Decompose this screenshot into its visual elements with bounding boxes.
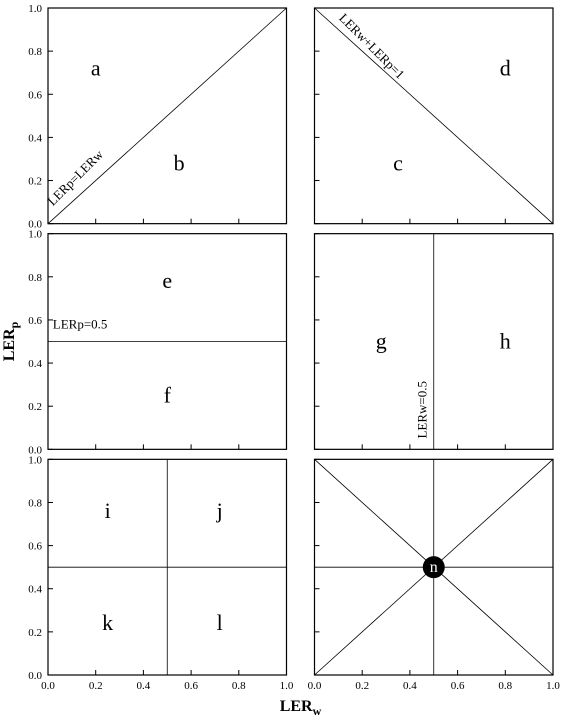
panel-C: 0.00.20.40.60.81.0LERp=0.5ef: [28, 229, 286, 457]
xtick-label: 0.8: [232, 680, 246, 692]
line-label: LERw+LERp=1: [336, 10, 408, 82]
line-label: LERw=0.5: [415, 381, 430, 439]
panel-E: 0.00.0 0.2 0.2 0.4 0.4 0.6 0.6 0.8 0.8 1.0 1.0 i j k l: [28, 454, 294, 692]
ytick-label: 0.2: [28, 627, 42, 639]
ytick-label: 0.6: [28, 315, 42, 327]
ytick-label: 0.2: [28, 176, 42, 188]
line-label: LERp=0.5: [53, 317, 108, 332]
ytick-label: 0.8: [28, 272, 42, 284]
xtick-label: 0.8: [498, 680, 512, 692]
ytick-label: 0.6: [28, 89, 42, 101]
region-label-k: k: [102, 610, 113, 635]
region-label-i: i: [105, 498, 111, 523]
ytick-label: 0.8: [28, 497, 42, 509]
panel-F: 0.0 0.2 0.4 0.6 0.8 1.0 n: [308, 459, 561, 692]
region-label-j: j: [216, 498, 223, 523]
xtick-label: 0.6: [451, 680, 465, 692]
xtick-label: 0.2: [355, 680, 369, 692]
region-label-c: c: [393, 150, 403, 175]
region-label-a: a: [91, 55, 101, 80]
center-marker-label: n: [430, 559, 438, 576]
ytick-label: 0.4: [28, 584, 42, 596]
y-axis-title: LERp: [1, 321, 21, 361]
region-label-f: f: [164, 382, 172, 407]
ytick-label: 0.4: [28, 132, 42, 144]
panel-line: [48, 8, 287, 224]
xtick-label: 1.0: [280, 680, 294, 692]
ytick-label: 0.4: [28, 358, 42, 370]
ytick-label: 1.0: [28, 454, 42, 466]
region-label-b: b: [174, 150, 185, 175]
region-label-g: g: [376, 329, 387, 354]
x-axis-title: LERw: [280, 698, 322, 718]
xtick-label: 1.0: [546, 680, 560, 692]
panel-line: [315, 8, 554, 224]
region-label-h: h: [500, 329, 511, 354]
ytick-label: 0.6: [28, 541, 42, 553]
ytick-label: 1.0: [28, 3, 42, 15]
xtick-label: 0.4: [403, 680, 417, 692]
panel-B: LERw+LERp=1 c d: [315, 8, 554, 224]
region-label-e: e: [162, 268, 172, 293]
xtick-label: 0.4: [137, 680, 151, 692]
xtick-label: 0.0: [308, 680, 322, 692]
panel-D: LERw=0.5 g h: [315, 234, 554, 450]
region-label-l: l: [217, 610, 223, 635]
ytick-label: 0.0: [28, 670, 42, 682]
xtick-label: 0.0: [41, 680, 55, 692]
figure-svg: 0.00.20.40.60.81.0LERp=LERwabLERw+LERp=1…: [0, 0, 561, 723]
ytick-label: 1.0: [28, 229, 42, 241]
xtick-label: 0.6: [184, 680, 198, 692]
region-label-d: d: [500, 55, 511, 80]
ytick-label: 0.2: [28, 401, 42, 413]
panel-A: 0.00.20.40.60.81.0LERp=LERwab: [28, 3, 286, 231]
xtick-label: 0.2: [89, 680, 103, 692]
ytick-label: 0.8: [28, 46, 42, 58]
